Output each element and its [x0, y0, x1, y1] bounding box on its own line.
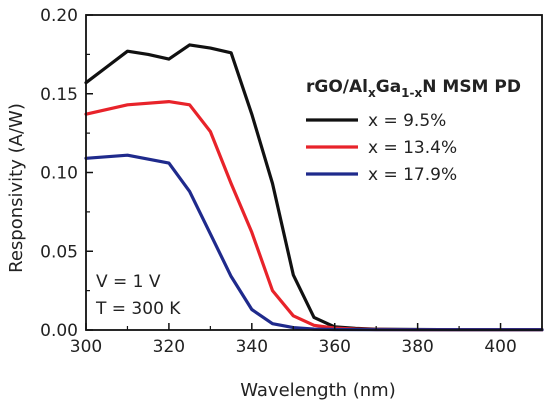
- y-tick-label: 0.05: [40, 242, 78, 262]
- x-axis-label: Wavelength (nm): [240, 380, 396, 401]
- series-line-2: [84, 99, 544, 332]
- legend-title: rGO/AlxGa1-xN MSM PD: [306, 77, 521, 100]
- y-axis-ticks: 0.00 0.05 0.10 0.15 0.20: [40, 6, 93, 341]
- annotation-temperature: T = 300 K: [95, 299, 181, 319]
- y-tick-label: 0.10: [40, 164, 78, 184]
- x-tick-label: 400: [484, 337, 516, 357]
- legend-title-sub2: 1-x: [401, 86, 422, 100]
- y-axis-label: Responsivity (A/W): [6, 103, 27, 273]
- y-tick-label: 0.00: [40, 321, 78, 341]
- x-tick-label: 360: [319, 337, 351, 357]
- legend-title-prefix: rGO/Al: [306, 77, 368, 97]
- legend-title-suffix: N MSM PD: [422, 77, 521, 97]
- x-axis-ticks: 300 320 340 360 380 400: [70, 323, 543, 357]
- x-tick-label: 340: [236, 337, 268, 357]
- legend-label-2: x = 13.4%: [368, 138, 457, 158]
- legend-label-3: x = 17.9%: [368, 165, 457, 185]
- x-tick-label: 300: [70, 337, 102, 357]
- legend-title-sub1: x: [368, 86, 376, 100]
- y-tick-label: 0.15: [40, 85, 78, 105]
- x-tick-label: 320: [153, 337, 185, 357]
- y-tick-label: 0.20: [40, 6, 78, 26]
- legend: x = 9.5% x = 13.4% x = 17.9%: [306, 111, 457, 185]
- x-tick-label: 380: [401, 337, 433, 357]
- annotation-voltage: V = 1 V: [96, 272, 161, 292]
- legend-title-mid: Ga: [376, 77, 401, 97]
- legend-label-1: x = 9.5%: [368, 111, 446, 131]
